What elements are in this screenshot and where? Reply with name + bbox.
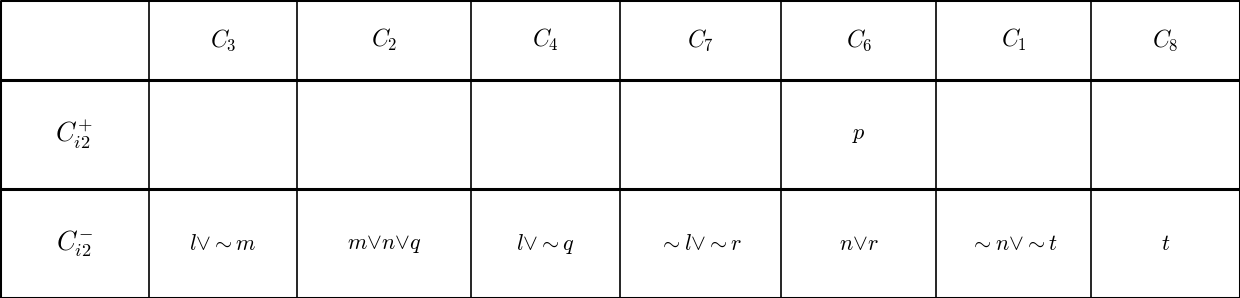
Text: ${\sim}n{\vee}{\sim}t$: ${\sim}n{\vee}{\sim}t$ [970, 234, 1058, 254]
Text: ${\sim}l{\vee}{\sim}r$: ${\sim}l{\vee}{\sim}r$ [660, 234, 743, 254]
Text: $l{\vee}{\sim}q$: $l{\vee}{\sim}q$ [516, 232, 575, 256]
Text: $\mathit{C}_7$: $\mathit{C}_7$ [687, 28, 714, 53]
Text: $\mathit{C}_8$: $\mathit{C}_8$ [1152, 28, 1179, 53]
Text: $\mathit{C}_4$: $\mathit{C}_4$ [532, 27, 559, 53]
Text: $m{\vee}n{\vee}q$: $m{\vee}n{\vee}q$ [347, 233, 422, 254]
Text: $p$: $p$ [852, 125, 866, 145]
Text: $\mathit{C}_2$: $\mathit{C}_2$ [371, 27, 398, 53]
Text: $t$: $t$ [1161, 234, 1171, 254]
Text: $\mathit{C}_1$: $\mathit{C}_1$ [1001, 27, 1027, 53]
Text: $\mathit{C}_3$: $\mathit{C}_3$ [210, 28, 236, 53]
Text: $l{\vee}{\sim}m$: $l{\vee}{\sim}m$ [190, 234, 257, 254]
Text: $\mathit{C}_6$: $\mathit{C}_6$ [846, 28, 872, 53]
Text: $\mathit{C}_{i2}^{-}$: $\mathit{C}_{i2}^{-}$ [56, 228, 93, 259]
Text: $\mathit{C}_{i2}^{+}$: $\mathit{C}_{i2}^{+}$ [56, 118, 93, 151]
Text: $n{\vee}r$: $n{\vee}r$ [839, 234, 879, 254]
